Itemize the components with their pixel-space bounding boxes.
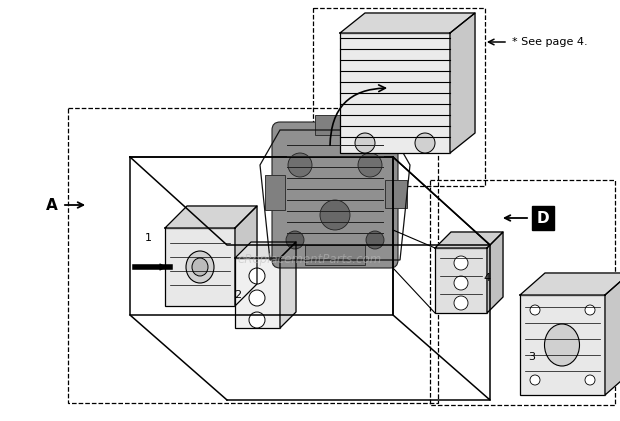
FancyBboxPatch shape	[272, 122, 398, 268]
Text: 3: 3	[528, 352, 536, 362]
Circle shape	[585, 305, 595, 315]
Polygon shape	[520, 273, 620, 295]
Polygon shape	[340, 13, 475, 33]
Text: eReplacementParts.com: eReplacementParts.com	[238, 253, 382, 266]
Circle shape	[530, 305, 540, 315]
Polygon shape	[280, 242, 296, 328]
Polygon shape	[235, 242, 296, 258]
Bar	[430, 180, 615, 405]
Ellipse shape	[192, 258, 208, 276]
Polygon shape	[235, 206, 257, 306]
Bar	[235, 258, 280, 328]
Polygon shape	[487, 232, 503, 313]
Circle shape	[288, 153, 312, 177]
Polygon shape	[165, 206, 257, 228]
Circle shape	[585, 375, 595, 385]
Bar	[265, 175, 285, 210]
Bar	[520, 295, 605, 395]
Bar	[315, 115, 355, 135]
Circle shape	[530, 375, 540, 385]
Circle shape	[249, 290, 265, 306]
Circle shape	[320, 200, 350, 230]
Polygon shape	[450, 13, 475, 153]
Ellipse shape	[544, 324, 580, 366]
Bar	[305, 245, 365, 265]
Circle shape	[415, 133, 435, 153]
Circle shape	[454, 296, 468, 310]
Circle shape	[366, 231, 384, 249]
Bar	[385, 180, 407, 208]
Circle shape	[249, 268, 265, 284]
Text: 4: 4	[484, 273, 490, 283]
Text: * See page 4.: * See page 4.	[512, 37, 588, 47]
Bar	[313, 8, 485, 186]
Bar	[68, 108, 438, 403]
Circle shape	[249, 312, 265, 328]
Bar	[165, 228, 235, 306]
Text: 2: 2	[234, 290, 242, 300]
Circle shape	[286, 231, 304, 249]
Polygon shape	[605, 273, 620, 395]
Circle shape	[358, 153, 382, 177]
Ellipse shape	[186, 251, 214, 283]
Text: 1: 1	[144, 233, 151, 243]
Text: D: D	[537, 210, 549, 226]
Text: A: A	[46, 197, 58, 213]
Circle shape	[355, 133, 375, 153]
Bar	[435, 248, 487, 313]
Circle shape	[454, 276, 468, 290]
Polygon shape	[435, 232, 503, 248]
Circle shape	[454, 256, 468, 270]
Bar	[340, 33, 450, 153]
